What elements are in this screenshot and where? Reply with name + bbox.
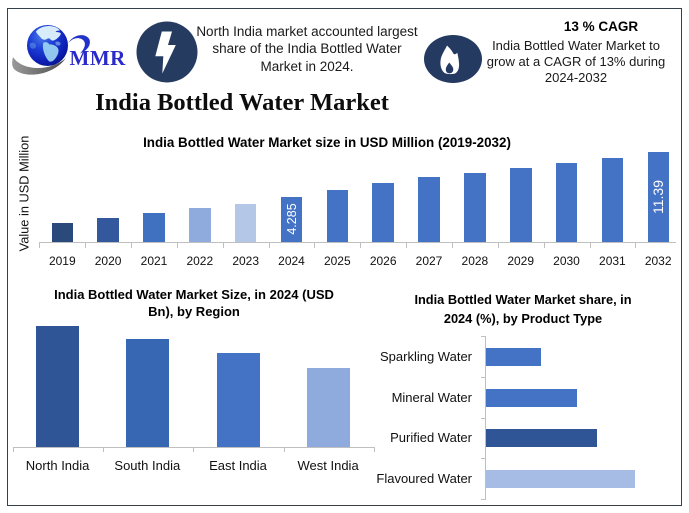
svg-text:MMR: MMR [70, 46, 127, 70]
